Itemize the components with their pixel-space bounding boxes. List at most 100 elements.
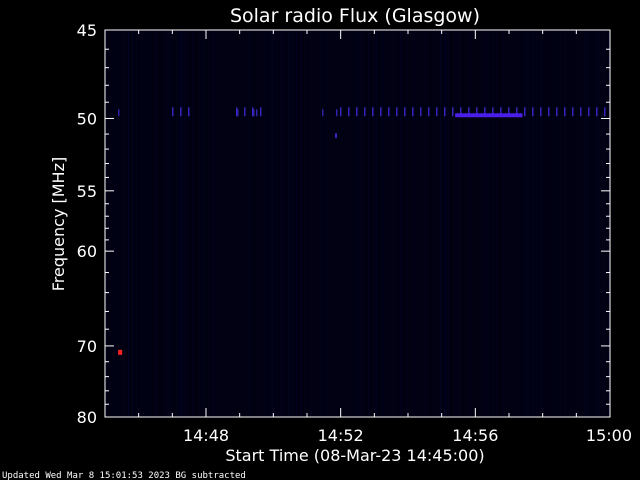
noise-stripe	[486, 31, 487, 416]
noise-stripe	[310, 31, 311, 416]
noise-stripe	[476, 31, 477, 416]
noise-stripe	[188, 31, 189, 416]
noise-stripe	[534, 31, 535, 416]
noise-stripe	[488, 31, 489, 416]
y-tick-label: 70	[77, 337, 97, 356]
harmonic-marks	[118, 107, 606, 139]
noise-stripe	[214, 31, 215, 416]
x-tick-label: 14:52	[318, 426, 364, 445]
noise-stripe	[290, 31, 291, 416]
noise-stripe	[552, 31, 553, 416]
noise-stripe	[412, 31, 413, 416]
noise-stripe	[216, 31, 217, 416]
noise-stripe	[558, 31, 559, 416]
noise-stripe	[548, 31, 549, 416]
noise-stripe	[480, 31, 481, 416]
noise-stripe	[470, 31, 471, 416]
noise-stripe	[280, 31, 281, 416]
chart-title: Solar radio Flux (Glasgow)	[230, 5, 480, 27]
noise-stripe	[352, 31, 353, 416]
noise-stripe	[376, 31, 377, 416]
noise-stripe	[396, 31, 397, 416]
noise-stripe	[546, 31, 547, 416]
harmonic-mark	[244, 107, 246, 117]
noise-stripe	[244, 31, 245, 416]
noise-stripe	[580, 31, 581, 416]
noise-stripe	[138, 31, 139, 416]
noise-stripe	[438, 31, 439, 416]
noise-stripe	[194, 31, 195, 416]
harmonic-mark	[460, 107, 462, 117]
noise-stripe	[502, 31, 503, 416]
noise-stripe	[344, 31, 345, 416]
burst-band	[455, 113, 523, 118]
harmonic-mark	[556, 107, 558, 117]
noise-stripe	[200, 31, 201, 416]
noise-stripe	[198, 31, 199, 416]
harmonic-mark	[596, 107, 598, 117]
noise-stripe	[264, 31, 265, 416]
noise-stripe	[226, 31, 227, 416]
noise-stripe	[460, 31, 461, 416]
harmonic-mark	[260, 107, 262, 117]
noise-stripe	[236, 31, 237, 416]
harmonic-mark	[256, 109, 258, 117]
noise-stripe	[478, 31, 479, 416]
harmonic-mark	[372, 107, 374, 117]
noise-stripe	[570, 31, 571, 416]
noise-stripe	[406, 31, 407, 416]
harmonic-mark	[340, 107, 342, 117]
y-tick-label: 45	[77, 21, 97, 40]
noise-stripe	[512, 31, 513, 416]
noise-stripe	[432, 31, 433, 416]
noise-stripe	[112, 31, 113, 416]
noise-stripe	[398, 31, 399, 416]
noise-stripe	[442, 31, 443, 416]
noise-stripe	[440, 31, 441, 416]
noise-stripe	[140, 31, 141, 416]
noise-stripe	[606, 31, 607, 416]
noise-stripe	[428, 31, 429, 416]
harmonic-mark	[548, 107, 550, 117]
plot-area	[105, 30, 610, 417]
noise-stripe	[294, 31, 295, 416]
noise-stripe	[588, 31, 589, 416]
noise-stripe	[240, 31, 241, 416]
noise-stripe	[110, 31, 111, 416]
noise-stripe	[574, 31, 575, 416]
harmonic-mark	[172, 107, 174, 117]
harmonic-mark	[237, 109, 239, 117]
harmonic-mark	[420, 107, 422, 117]
harmonic-mark	[452, 107, 454, 117]
noise-stripe	[148, 31, 149, 416]
noise-stripe	[168, 31, 169, 416]
noise-stripe	[342, 31, 343, 416]
noise-stripe	[500, 31, 501, 416]
noise-stripe	[466, 31, 467, 416]
noise-stripe	[260, 31, 261, 416]
noise-stripe	[144, 31, 145, 416]
noise-stripe	[364, 31, 365, 416]
harmonic-mark	[532, 107, 534, 117]
harmonic-mark	[412, 107, 414, 117]
noise-stripe	[120, 31, 121, 416]
noise-stripe	[518, 31, 519, 416]
noise-stripe	[172, 31, 173, 416]
noise-stripe	[404, 31, 405, 416]
noise-stripe	[282, 31, 283, 416]
harmonic-mark	[335, 133, 337, 139]
noise-stripe	[284, 31, 285, 416]
noise-stripe	[388, 31, 389, 416]
noise-stripe	[128, 31, 129, 416]
noise-stripe	[196, 31, 197, 416]
noise-stripe	[278, 31, 279, 416]
noise-stripe	[266, 31, 267, 416]
harmonic-mark	[364, 107, 366, 117]
harmonic-mark	[588, 107, 590, 117]
noise-stripe	[332, 31, 333, 416]
noise-stripe	[142, 31, 143, 416]
noise-stripe	[218, 31, 219, 416]
noise-stripe	[166, 31, 167, 416]
noise-stripe	[526, 31, 527, 416]
noise-stripe	[106, 31, 107, 416]
